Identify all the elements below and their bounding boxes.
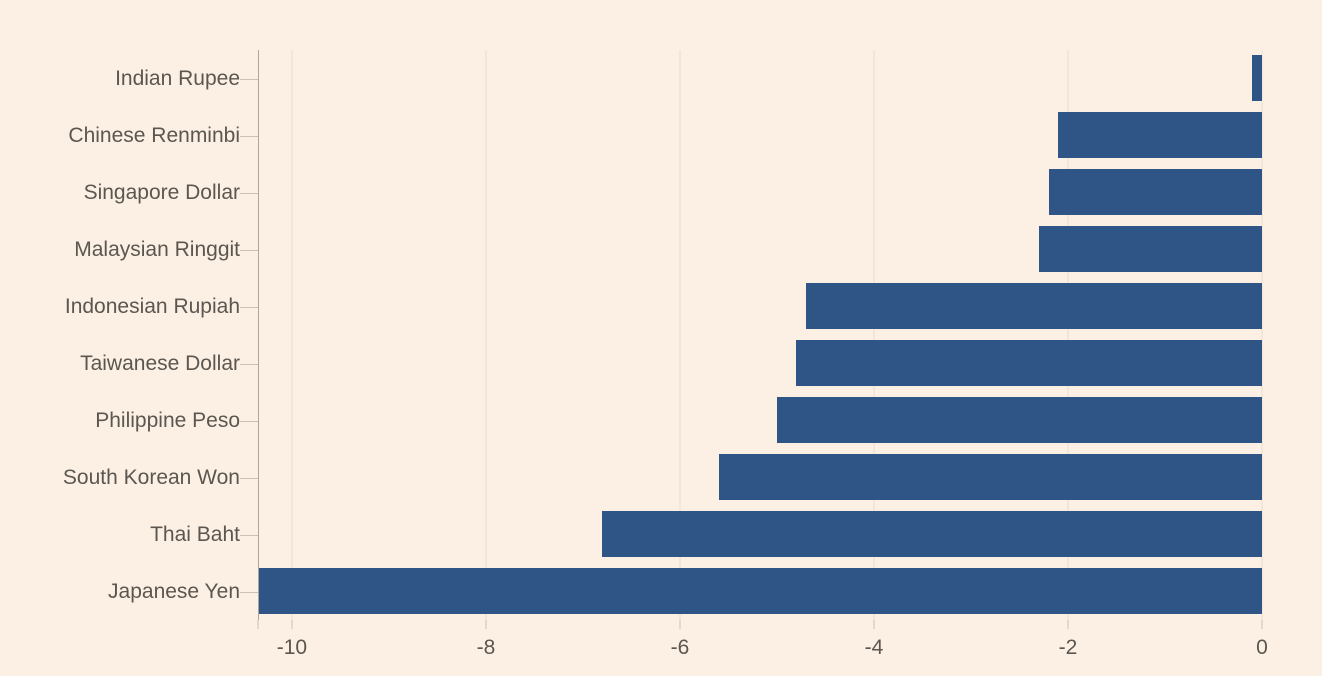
category-tick-mark <box>240 192 258 194</box>
category-tick-mark <box>240 420 258 422</box>
category-tick-mark <box>240 135 258 137</box>
bar-row <box>258 107 1262 164</box>
x-axis-tick <box>873 620 875 629</box>
category-label: Indonesian Rupiah <box>64 295 240 318</box>
category-tick-mark <box>240 477 258 479</box>
category-row: Chinese Renminbi <box>0 107 258 164</box>
category-label: Malaysian Ringgit <box>74 238 240 261</box>
bar-japanese-yen <box>258 568 1262 614</box>
x-axis-tick <box>291 620 293 629</box>
bar-singapore-dollar <box>1048 169 1262 215</box>
x-axis-tick <box>679 620 681 629</box>
x-axis-tick-label: -4 <box>864 636 884 659</box>
bar-row <box>258 278 1262 335</box>
category-tick-mark <box>240 363 258 365</box>
category-label: Taiwanese Dollar <box>80 352 240 375</box>
bars-layer <box>258 50 1262 620</box>
x-axis-tick-label: -10 <box>276 636 308 659</box>
gridline <box>485 50 487 620</box>
bar-row <box>258 221 1262 278</box>
gridline <box>1067 50 1069 620</box>
category-tick-mark <box>240 78 258 80</box>
bar-row <box>258 335 1262 392</box>
category-label: Philippine Peso <box>95 409 240 432</box>
bar-chinese-renminbi <box>1058 112 1262 158</box>
plot-area <box>258 50 1263 620</box>
category-label: Indian Rupee <box>115 67 240 90</box>
bar-thai-baht <box>602 511 1262 557</box>
x-axis: -10 -8 -6 -4 -2 0 <box>257 620 1268 676</box>
category-row: Taiwanese Dollar <box>0 335 258 392</box>
category-row: Thai Baht <box>0 506 258 563</box>
x-axis-tick-label: -6 <box>670 636 690 659</box>
gridline <box>679 50 681 620</box>
category-tick-mark <box>240 591 258 593</box>
category-label: Chinese Renminbi <box>68 124 240 147</box>
gridline-layer <box>258 50 1263 620</box>
category-row: Indian Rupee <box>0 50 258 107</box>
category-row: Philippine Peso <box>0 392 258 449</box>
x-axis-tick-label: -8 <box>476 636 496 659</box>
bar-row <box>258 392 1262 449</box>
bar-philippine-peso <box>776 397 1262 443</box>
bar-row <box>258 164 1262 221</box>
x-axis-tick-label: -2 <box>1058 636 1078 659</box>
bar-row <box>258 506 1262 563</box>
category-row: South Korean Won <box>0 449 258 506</box>
x-axis-edge-tick <box>257 620 259 629</box>
bar-taiwanese-dollar <box>796 340 1262 386</box>
category-row: Singapore Dollar <box>0 164 258 221</box>
category-label: Thai Baht <box>150 523 240 546</box>
x-axis-tick <box>1261 620 1263 629</box>
gridline <box>291 50 293 620</box>
y-axis-line <box>258 50 259 620</box>
category-row: Indonesian Rupiah <box>0 278 258 335</box>
category-label: South Korean Won <box>62 466 240 489</box>
category-tick-mark <box>240 249 258 251</box>
bar-row <box>258 563 1262 620</box>
category-tick-mark <box>240 306 258 308</box>
x-axis-tick-label: 0 <box>1256 636 1268 659</box>
bar-south-korean-won <box>718 454 1262 500</box>
x-axis-tick <box>485 620 487 629</box>
gridline <box>1261 50 1263 620</box>
category-row: Japanese Yen <box>0 563 258 620</box>
category-tick-mark <box>240 534 258 536</box>
bar-indonesian-rupiah <box>806 283 1262 329</box>
bar-indian-rupee <box>1252 55 1262 101</box>
bar-row <box>258 50 1262 107</box>
bar-row <box>258 449 1262 506</box>
category-row: Malaysian Ringgit <box>0 221 258 278</box>
category-label-column: Indian Rupee Chinese Renminbi Singapore Do… <box>0 50 258 620</box>
bar-malaysian-ringgit <box>1038 226 1262 272</box>
category-label: Japanese Yen <box>108 580 240 603</box>
category-label: Singapore Dollar <box>83 181 240 204</box>
x-axis-tick <box>1067 620 1069 629</box>
gridline <box>873 50 875 620</box>
